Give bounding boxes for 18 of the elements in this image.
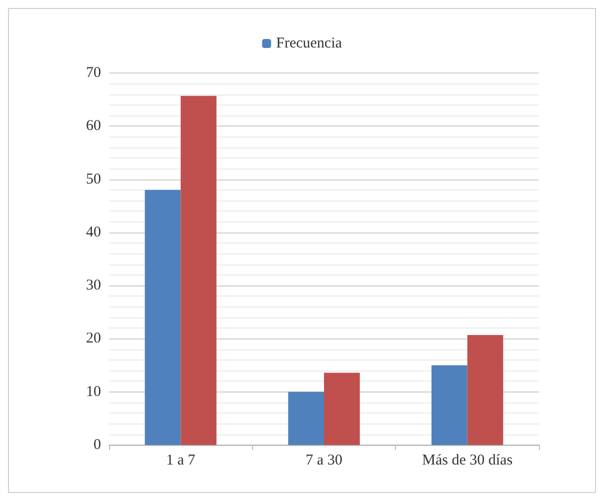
legend-label: Frecuencia	[276, 36, 342, 52]
x-tick-label: Más de 30 días	[422, 452, 513, 468]
y-tick-label: 50	[86, 171, 101, 188]
y-tick-label: 10	[86, 384, 101, 400]
y-tick-label: 20	[86, 330, 101, 347]
y-tick-label: 40	[86, 224, 101, 240]
x-tick-label: 1 a 7	[166, 452, 196, 468]
bar	[288, 392, 324, 445]
x-tick-label: 7 a 30	[306, 452, 342, 468]
y-tick-label: 0	[94, 437, 101, 453]
bar	[324, 372, 360, 445]
bar	[467, 334, 504, 445]
bar	[432, 365, 468, 445]
y-tick-label: 60	[86, 118, 101, 134]
y-tick-label: 70	[86, 65, 101, 81]
y-tick-label: 30	[86, 278, 101, 294]
bar	[144, 190, 181, 445]
bar	[180, 96, 216, 445]
